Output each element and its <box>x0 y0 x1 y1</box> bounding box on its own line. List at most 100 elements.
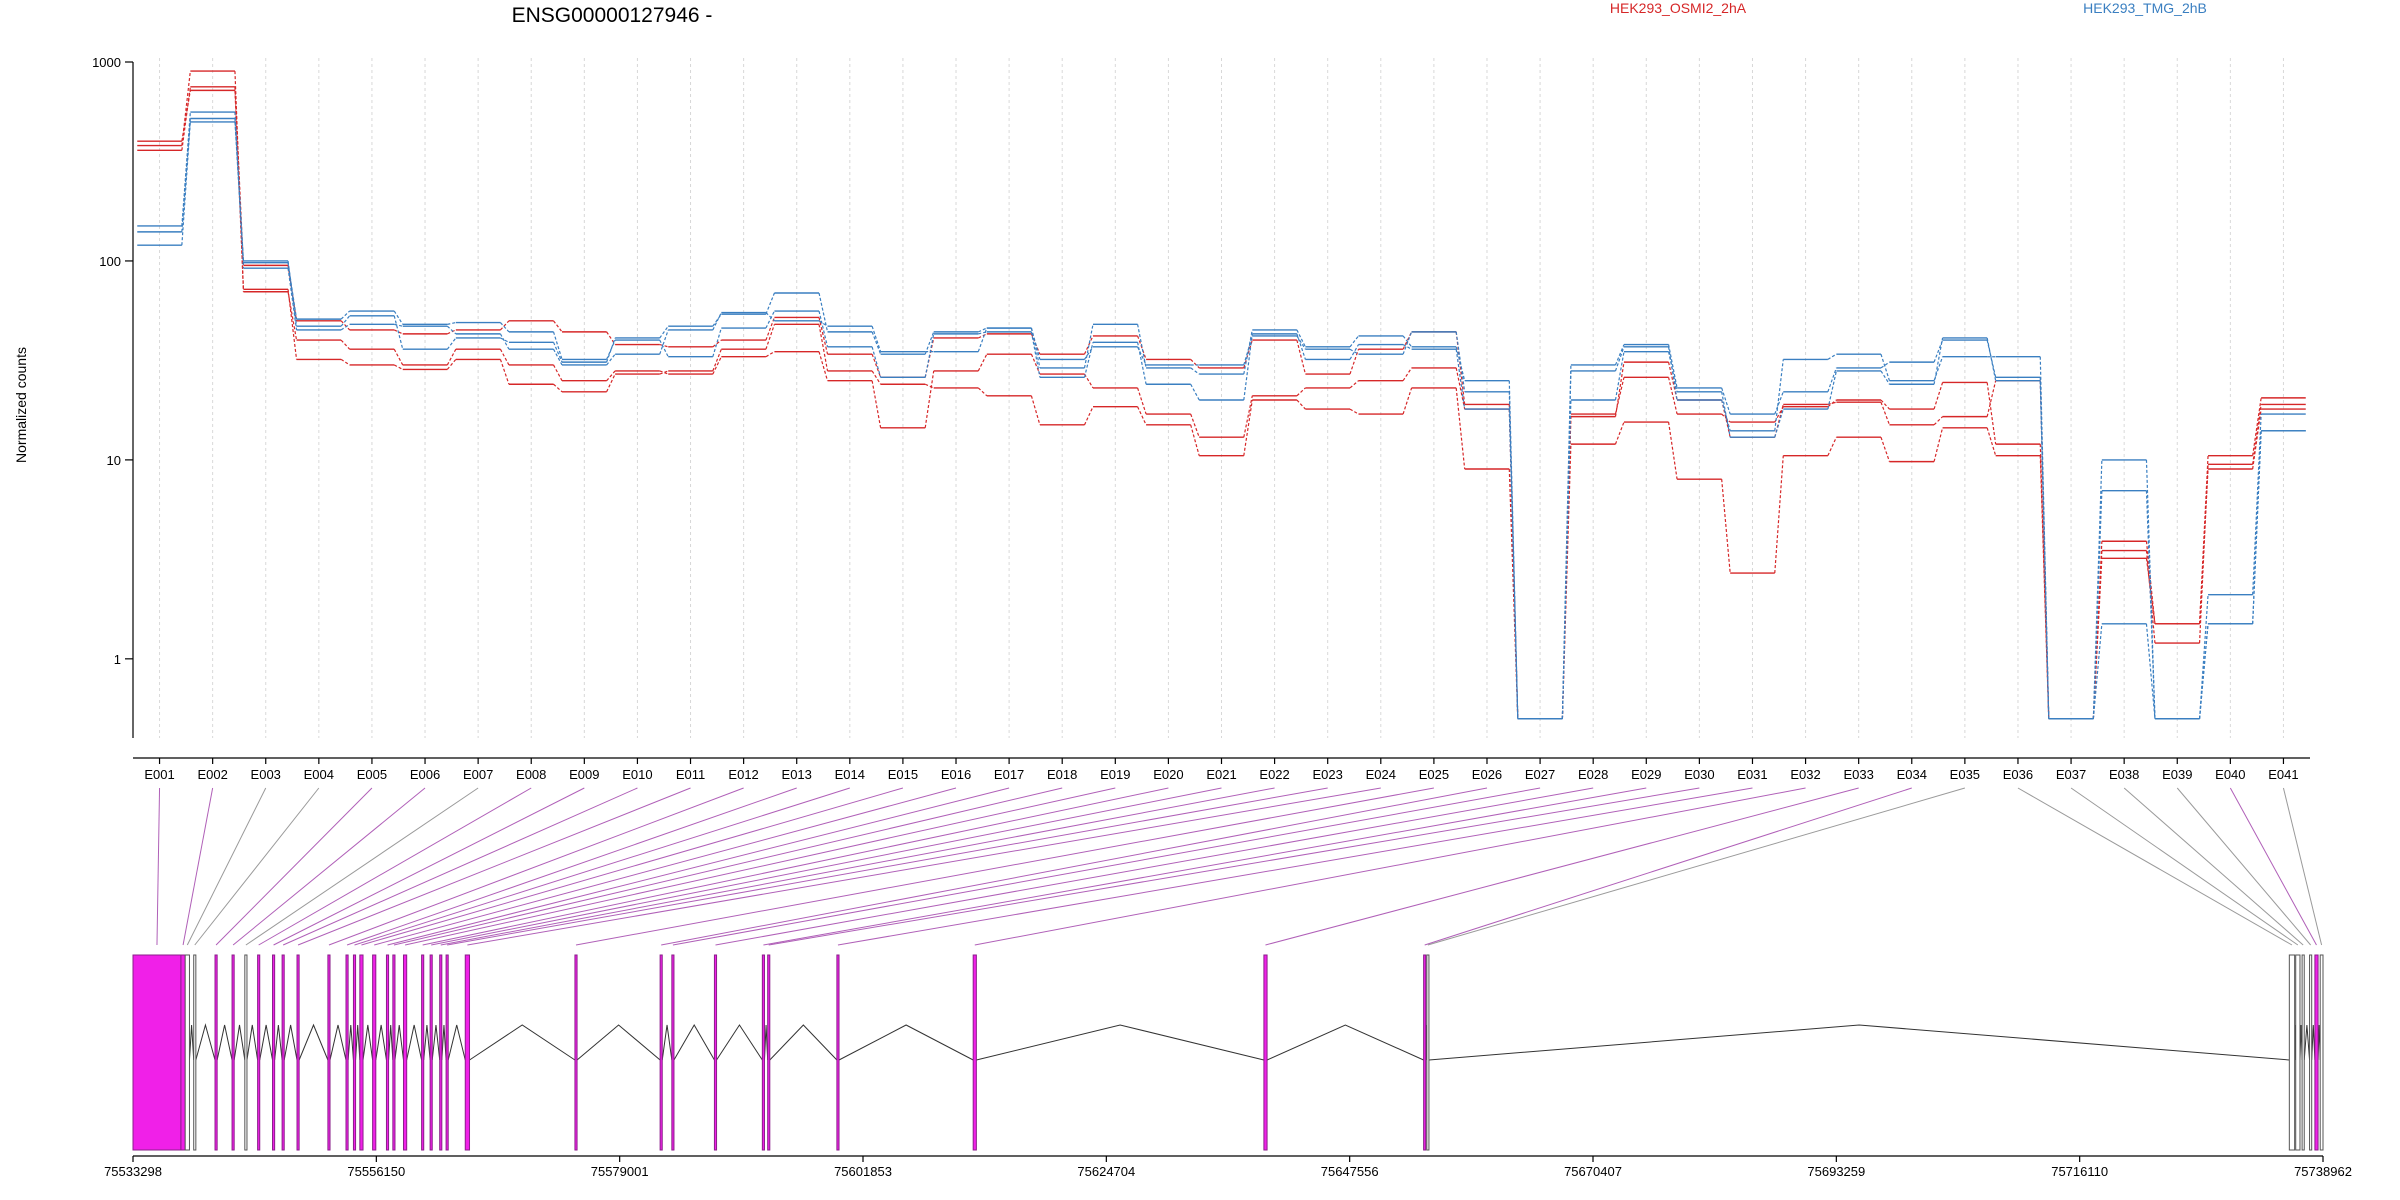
series-1-link-E025 <box>1455 367 1466 410</box>
x-tick-label-E034: E034 <box>1897 767 1927 782</box>
series-5-link-E003 <box>287 262 298 320</box>
connector-E003 <box>186 787 267 946</box>
exon-E007 <box>244 954 248 1151</box>
series-4-link-E013 <box>818 292 829 333</box>
intron-6 <box>233 1024 246 1061</box>
intron-13 <box>347 1024 354 1061</box>
series-5-link-E020 <box>1190 383 1200 401</box>
series-1-link-E023 <box>1349 380 1359 389</box>
exon-E021 <box>429 954 433 1151</box>
exon-E035 <box>1426 954 1430 1151</box>
series-1-link-E007 <box>499 348 510 366</box>
series-5-link-E009 <box>606 339 616 360</box>
series-4-link-E020 <box>1190 367 1200 375</box>
intron-7 <box>246 1024 259 1061</box>
series-1-link-E018 <box>1083 373 1094 389</box>
series-1-link-E040 <box>2252 409 2262 470</box>
x-tick-label-E035: E035 <box>1950 767 1980 782</box>
series-6-link-E029 <box>1667 351 1678 392</box>
connector-E005 <box>215 787 373 946</box>
connector-E034 <box>1424 787 1912 946</box>
connector-E033 <box>1265 787 1859 946</box>
connector-E039 <box>2176 787 2312 946</box>
genome-axis: 75533298 75556150 75579001 75601853 75624704… <box>104 1155 2352 1179</box>
y-axis-label: Normalized counts <box>13 347 29 463</box>
series-5-link-E033 <box>1880 361 1890 369</box>
intron-16 <box>375 1024 387 1061</box>
series-2-link-E038 <box>2145 558 2156 624</box>
x-tick-label-E013: E013 <box>782 767 812 782</box>
intron-35 <box>1428 1024 2290 1061</box>
exon-E041 <box>2319 954 2324 1151</box>
series-6-link-E004 <box>340 323 350 331</box>
connector-E029 <box>763 787 1647 946</box>
series-6-link-E036 <box>2039 380 2050 719</box>
series-2-link-E020 <box>1190 424 1200 456</box>
series-3-link-E004 <box>340 320 351 331</box>
exon-E009 <box>272 954 276 1151</box>
connector-E020 <box>422 787 1169 946</box>
series-4-link-E008 <box>552 342 563 363</box>
series-3-link-E011 <box>712 339 722 348</box>
x-tick-label-E011: E011 <box>676 767 705 782</box>
series-2-link-E029 <box>1667 421 1678 480</box>
series-1-link-E028 <box>1614 377 1625 415</box>
series-1-link-E009 <box>606 370 616 382</box>
x-tick-label-E019: E019 <box>1100 767 1130 782</box>
series-5-link-E037 <box>2092 490 2103 719</box>
series-5-link-E032 <box>1827 367 1837 392</box>
series-2-link-E010 <box>659 370 669 375</box>
series-6-link-E024 <box>1402 331 1413 355</box>
series-2-link-E004 <box>340 358 350 366</box>
connector-E041 <box>2282 787 2323 946</box>
exon-E019 <box>402 954 408 1151</box>
exon-E003 <box>184 954 190 1151</box>
series-5-link-E013 <box>818 310 829 347</box>
series-1-link-E008 <box>553 364 563 382</box>
series-5-link-E017 <box>1030 331 1041 378</box>
legend-entry-1: HEK293_OSMI2_2hA <box>1610 0 1747 16</box>
series-6-link-E008 <box>553 348 563 366</box>
series-3-link-E018 <box>1083 335 1094 355</box>
x-tick-label-E021: E021 <box>1206 767 1236 782</box>
exon-E012 <box>327 954 331 1151</box>
series-6-link-E025 <box>1455 331 1466 392</box>
x-tick-label-E022: E022 <box>1259 767 1289 782</box>
connector-E027 <box>672 787 1541 946</box>
x-tick-label-E018: E018 <box>1047 767 1077 782</box>
series-4-link-E022 <box>1296 329 1306 348</box>
series-4-link-E007 <box>500 337 510 343</box>
connector-E014 <box>354 787 850 946</box>
series-2-link-E014 <box>871 370 882 385</box>
y-tick-label-10: 10 <box>107 453 121 468</box>
y-tick-label-1000: 1000 <box>92 55 121 70</box>
series-2-link-E009 <box>606 373 616 393</box>
x-tick-label-E020: E020 <box>1153 767 1183 782</box>
series-5-link-E008 <box>552 331 563 360</box>
series-4-link-E037 <box>2092 459 2103 719</box>
series-5-link-E023 <box>1349 344 1360 360</box>
connector-E002 <box>182 787 214 946</box>
series-6-link-E038 <box>2145 623 2156 719</box>
legend: HEK293_OSMI2_2hA HEK293_TMG_2hB <box>1610 0 2207 16</box>
series-5-link-E004 <box>340 310 351 320</box>
exon-E036 <box>2288 954 2296 1151</box>
series-1-link-E020 <box>1190 413 1200 438</box>
x-tick-label-E003: E003 <box>251 767 281 782</box>
series-6-link-E021 <box>1243 335 1253 366</box>
connector-E004 <box>194 787 320 946</box>
series-3-link-E010 <box>659 343 669 348</box>
series-4-link-E005 <box>393 315 404 350</box>
x-tick-label-E033: E033 <box>1843 767 1873 782</box>
series-1-link-E021 <box>1243 395 1253 438</box>
series-2-link-E006 <box>446 359 457 370</box>
series-3-link-E013 <box>818 317 829 355</box>
series-4-link-E021 <box>1243 329 1253 375</box>
series-2-link-E008 <box>553 383 563 393</box>
series-5-link-E028 <box>1614 344 1625 366</box>
intron-30 <box>769 1024 838 1061</box>
series-2-link-E036 <box>2039 455 2050 719</box>
connector-E023 <box>447 787 1328 946</box>
series-1-link-E029 <box>1667 377 1678 415</box>
series-4-link-E040 <box>2252 414 2262 595</box>
